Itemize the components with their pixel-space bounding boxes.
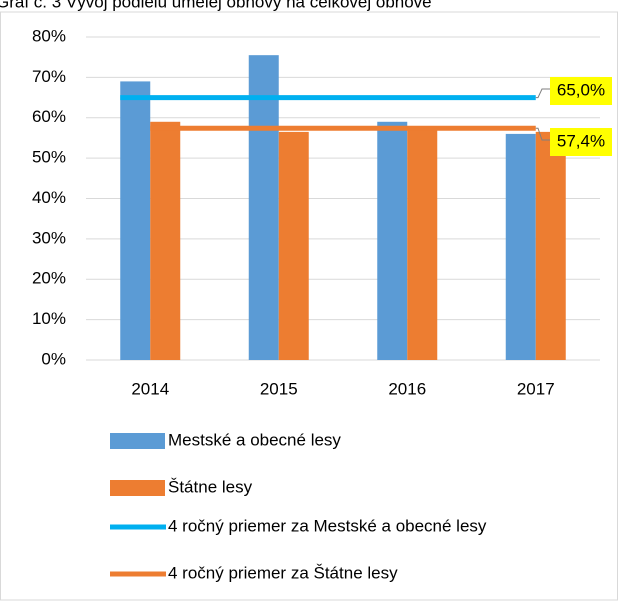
bar xyxy=(407,127,438,360)
y-tick-label: 0% xyxy=(41,349,66,368)
legend-swatch xyxy=(110,433,165,449)
legend-label: 4 ročný priemer za Štátne lesy xyxy=(168,563,398,582)
legend-label: 4 ročný priemer za Mestské a obecné lesy xyxy=(168,516,487,535)
y-tick-label: 20% xyxy=(32,269,66,288)
y-tick-label: 10% xyxy=(32,309,66,328)
legend-label: Štátne lesy xyxy=(168,477,253,496)
bar xyxy=(248,55,279,360)
x-tick-label: 2017 xyxy=(517,379,555,398)
x-tick-label: 2015 xyxy=(260,379,298,398)
bar xyxy=(535,131,566,360)
legend-swatch xyxy=(110,480,165,496)
bar xyxy=(377,121,408,360)
label-box xyxy=(550,77,612,105)
label-leader xyxy=(535,127,550,141)
label-box xyxy=(550,128,612,156)
y-tick-label: 80% xyxy=(32,26,66,45)
y-tick-label: 30% xyxy=(32,228,66,247)
data-label: 57,4% xyxy=(557,131,605,150)
chart-title: Graf č. 3 Vývoj podielu umelej obnovy na… xyxy=(0,0,432,11)
x-tick-label: 2016 xyxy=(388,379,426,398)
bar xyxy=(278,131,309,360)
x-tick-label: 2014 xyxy=(131,379,169,398)
y-tick-label: 70% xyxy=(32,67,66,86)
y-tick-label: 50% xyxy=(32,148,66,167)
bar xyxy=(120,81,151,360)
bar xyxy=(150,121,181,360)
data-label: 65,0% xyxy=(557,80,605,99)
legend-label: Mestské a obecné lesy xyxy=(168,430,341,449)
label-leader xyxy=(535,88,550,99)
y-tick-label: 60% xyxy=(32,107,66,126)
bar xyxy=(505,133,536,360)
y-tick-label: 40% xyxy=(32,188,66,207)
